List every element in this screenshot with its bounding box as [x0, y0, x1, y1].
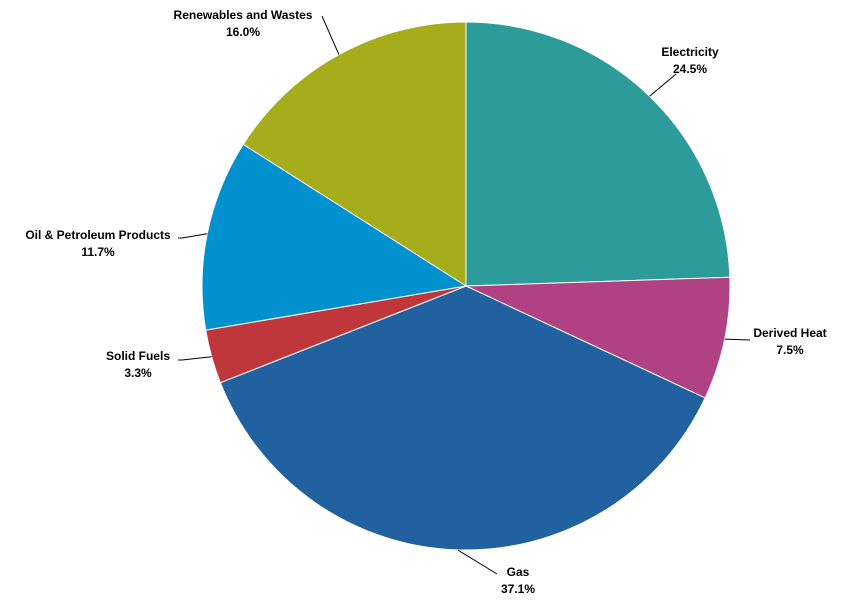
slice-value-electricity: 24.5%: [673, 62, 707, 76]
slice-value-derived-heat: 7.5%: [776, 343, 804, 357]
slice-label-renewables-and-wastes: Renewables and Wastes: [174, 8, 313, 22]
leader-line-gas: [457, 549, 498, 575]
slice-label-electricity: Electricity: [661, 45, 719, 59]
leader-line-electricity: [649, 73, 677, 97]
slice-value-gas: 37.1%: [501, 582, 535, 596]
slice-labels: Electricity 24.5% Derived Heat 7.5% Gas 37.1%…: [25, 8, 826, 596]
leader-line-solid-fuels: [178, 356, 212, 361]
slice-label-oil-petroleum-products: Oil & Petroleum Products: [25, 228, 171, 242]
slice-value-oil-petroleum-products: 11.7%: [81, 245, 115, 259]
slice-value-solid-fuels: 3.3%: [124, 366, 152, 380]
slice-label-solid-fuels: Solid Fuels: [106, 349, 170, 363]
leader-line-derived-heat: [724, 338, 751, 341]
pie-slice-gas: [219, 285, 706, 551]
slice-label-derived-heat: Derived Heat: [753, 326, 826, 340]
leader-line-oil-petroleum-products: [178, 233, 208, 239]
pie-slice-oil-petroleum-products: [201, 143, 468, 331]
slice-label-gas: Gas: [507, 565, 530, 579]
leader-lines: [178, 15, 751, 575]
slice-value-renewables-and-wastes: 16.0%: [226, 25, 260, 39]
pie-slices: [201, 21, 731, 551]
pie-slice-renewables-and-wastes: [242, 21, 467, 287]
leader-line-renewables-and-wastes: [321, 15, 340, 55]
